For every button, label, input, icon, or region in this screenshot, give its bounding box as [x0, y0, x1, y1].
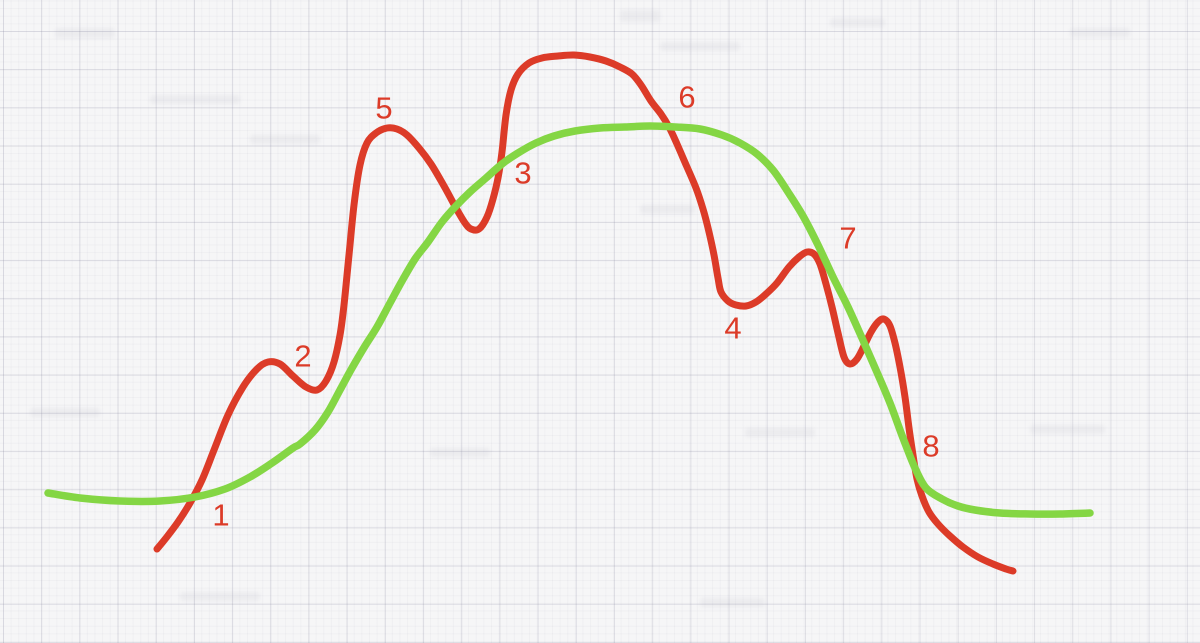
point-label-7: 7	[839, 220, 857, 256]
point-label-1: 1	[212, 497, 230, 533]
point-label-8: 8	[922, 428, 940, 464]
point-label-5: 5	[375, 90, 393, 126]
point-label-3: 3	[514, 155, 532, 191]
red-hand-drawn-wave	[153, 51, 1017, 575]
green-smooth-curve	[44, 122, 1094, 518]
point-label-4: 4	[724, 310, 742, 346]
point-label-6: 6	[678, 79, 696, 115]
point-label-2: 2	[294, 338, 312, 374]
